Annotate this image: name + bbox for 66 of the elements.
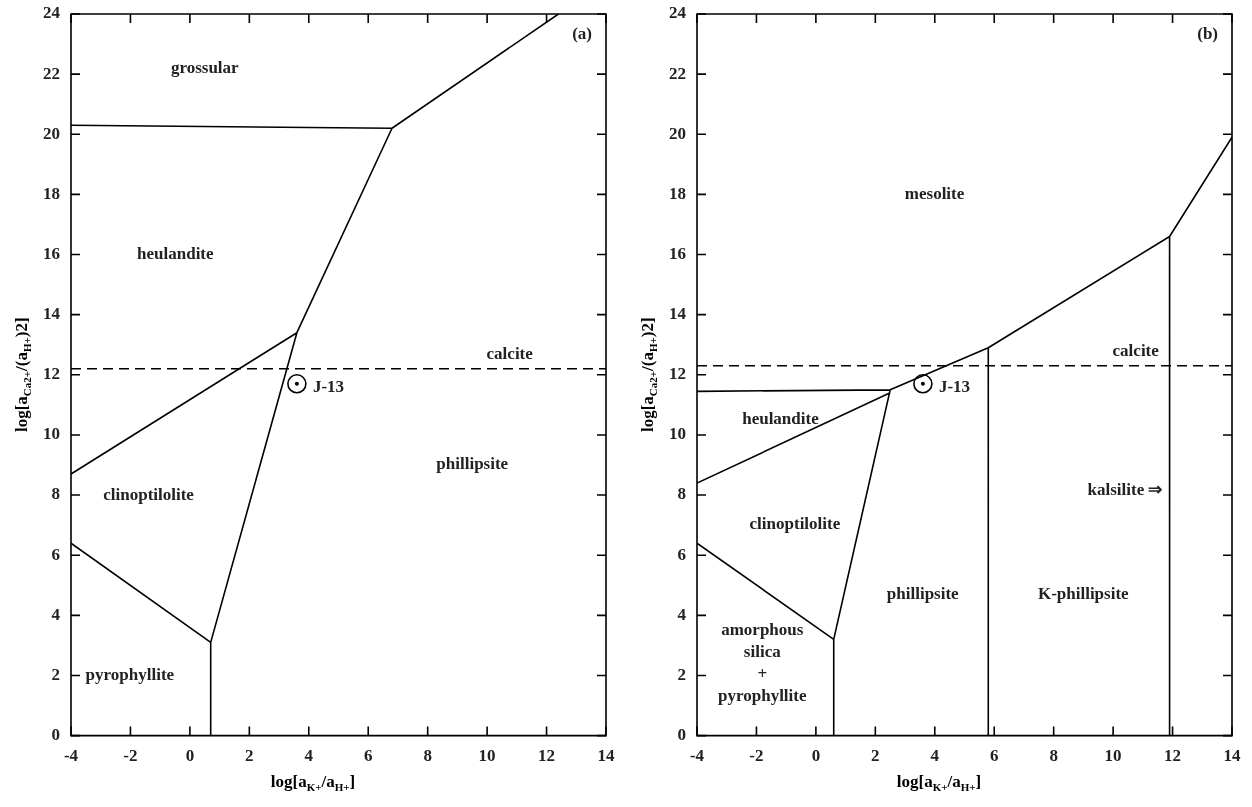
annotation: clinoptilolite [103,484,195,504]
x-tick-label: -4 [689,746,705,766]
annotation: kalsilite ⇒ [1087,479,1163,499]
annotation: (a) [572,23,592,43]
y-tick-label: 12 [669,364,686,384]
y-tick-label: 22 [669,63,686,83]
x-tick-label: -2 [749,746,764,766]
y-tick-label: 6 [677,544,686,564]
x-tick-label: 14 [1223,746,1241,766]
y-tick-label: 18 [43,183,60,203]
series-label: J-13 [312,377,345,397]
y-tick-label: 22 [43,63,60,83]
ref-line-label: calcite [1112,340,1160,360]
x-tick-label: 2 [245,746,254,766]
y-tick-label: 24 [43,3,61,23]
y-tick-label: 4 [677,604,687,624]
y-tick-label: 16 [43,243,60,263]
x-tick-label: 2 [871,746,880,766]
y-tick-label: 10 [43,424,60,444]
x-tick-label: 10 [1104,746,1122,766]
x-tick-label: 0 [185,746,195,766]
y-tick-label: 8 [51,484,60,504]
y-tick-label: 6 [51,544,60,564]
annotation: K-phillipsite [1037,583,1130,603]
annotation: grossular [170,57,240,77]
annotation: clinoptilolite [749,514,841,534]
annotation: (b) [1197,23,1218,43]
y-tick-label: 20 [43,123,60,143]
annotation: pyrophyllite [85,665,175,685]
y-tick-label: 20 [669,123,686,143]
x-tick-label: 8 [423,746,432,766]
y-tick-label: 0 [51,724,60,744]
annotation: phillipsite [436,454,509,474]
y-tick-label: 8 [677,484,686,504]
x-tick-label: 6 [989,746,999,766]
x-tick-label: 12 [538,746,556,766]
y-tick-label: 14 [43,304,61,324]
y-tick-label: 14 [669,304,687,324]
x-tick-label: -4 [63,746,79,766]
x-tick-label: 12 [1164,746,1182,766]
y-tick-label: 10 [669,424,686,444]
x-axis-title: log[a$_{K+}$/a$_{H+}$] [895,772,983,794]
x-tick-label: 6 [363,746,373,766]
y-tick-label: 12 [43,364,60,384]
x-tick-label: 0 [811,746,821,766]
x-tick-label: 4 [930,746,940,766]
y-tick-label: 2 [51,664,60,684]
x-tick-label: 14 [597,746,615,766]
annotation: heulandite [742,409,820,429]
series-label: J-13 [938,377,971,397]
annotation: heulandite [137,243,215,263]
annotation: amorphous silica + pyrophyllite [718,619,807,705]
ref-line-label: calcite [486,343,534,363]
annotation: phillipsite [886,583,960,603]
x-tick-label: -2 [123,746,138,766]
y-tick-label: 18 [669,183,686,203]
y-tick-label: 4 [51,604,61,624]
y-tick-label: 0 [677,724,686,744]
y-tick-label: 2 [677,664,686,684]
x-axis-title: log[a$_{K+}$/a$_{H+}$] [269,772,357,794]
y-tick-label: 16 [669,243,686,263]
y-tick-label: 24 [669,3,687,23]
x-tick-label: 10 [478,746,496,766]
x-tick-label: 8 [1049,746,1058,766]
x-tick-label: 4 [304,746,314,766]
annotation: mesolite [904,183,965,203]
